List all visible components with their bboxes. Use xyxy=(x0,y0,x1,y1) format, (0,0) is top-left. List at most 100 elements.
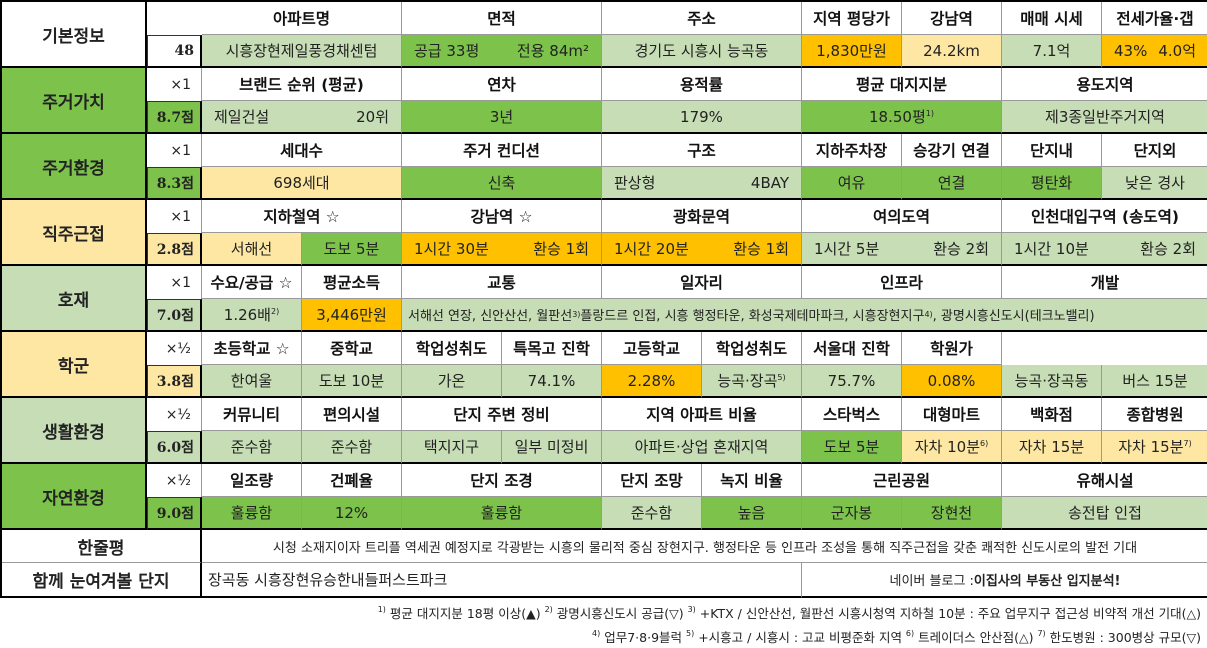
school-header-6: 서울대 진학 xyxy=(802,332,902,365)
outer: 낮은 경사 xyxy=(1102,167,1207,200)
elementary: 한여울 xyxy=(202,365,302,398)
middle: 가온 xyxy=(402,365,502,398)
development-header-0: 수요/공급 ☆ xyxy=(202,266,302,299)
score-residential_value: 8.7점 xyxy=(147,101,202,134)
development-part-1: 3) xyxy=(572,310,581,319)
footnote-line-1: 1) 평균 대지지분 18평 이상(▲) 2) 광명시흥신도시 공급(▽) 3)… xyxy=(377,605,1201,621)
hospital-part-0: 자차 15분7) xyxy=(1118,436,1191,457)
gangnam-commute-text-0-0: 1시간 30분 xyxy=(414,240,489,258)
subway-line: 서해선 xyxy=(202,233,302,266)
apt-name: 시흥장현제일풍경채센텀 xyxy=(202,35,402,68)
residential_env-header-0: 세대수 xyxy=(202,134,402,167)
jeonse-gap-part-1: 4.0억 xyxy=(1158,40,1196,61)
gwanghwamun-commute-part-1: 환승 1회 xyxy=(733,238,789,259)
special-hs: 2.28% xyxy=(602,365,702,398)
living-header-5: 대형마트 xyxy=(902,398,1002,431)
development-header-1: 평균소득 xyxy=(302,266,402,299)
brand-part-1: 20위 xyxy=(356,106,389,127)
school-header-4: 고등학교 xyxy=(602,332,702,365)
yeouido-commute-part-1: 환승 2회 xyxy=(933,238,989,259)
address: 경기도 시흥시 능곡동 xyxy=(602,35,802,68)
score-residential_env: 8.3점 xyxy=(147,167,202,200)
development-header-4: 인프라 xyxy=(802,266,1002,299)
area: 공급 33평 전용 84m² xyxy=(402,35,602,68)
view: 준수함 xyxy=(602,497,702,530)
summary-label: 한줄평 xyxy=(2,530,202,563)
structure-text-0-0: 판상형 xyxy=(614,174,656,192)
nature-header-0: 일조량 xyxy=(202,464,302,497)
supply-demand-text-0-1: 2) xyxy=(270,307,280,316)
commute-header-3: 여의도역 xyxy=(802,200,1002,233)
commute-header-2: 광화문역 xyxy=(602,200,802,233)
gangnam-commute-text-1-0: 환승 1회 xyxy=(533,240,589,258)
basic-header-3: 지역 평당가 xyxy=(802,2,902,35)
structure-part-0: 판상형 xyxy=(614,172,655,193)
area1: 택지지구 xyxy=(402,431,502,464)
yeouido-commute-text-1-0: 환승 2회 xyxy=(933,240,989,258)
category-residential_value: 주거가치 xyxy=(2,68,147,134)
starbucks: 도보 5분 xyxy=(802,431,902,464)
hazard: 송전탑 인접 xyxy=(1002,497,1207,530)
area-part-1: 전용 84m² xyxy=(517,40,589,61)
land-share-part-0: 18.50평1) xyxy=(869,106,934,127)
residential_env-header-4: 승강기 연결 xyxy=(902,134,1002,167)
living-header-1: 편의시설 xyxy=(302,398,402,431)
area2: 일부 미정비 xyxy=(502,431,602,464)
price-per-pyeong: 1,830만원 xyxy=(802,35,902,68)
category-living: 생활환경 xyxy=(2,398,147,464)
residential_env-header-1: 주거 컨디션 xyxy=(402,134,602,167)
structure-part-1: 4BAY xyxy=(751,174,789,192)
gwanghwamun-commute-text-1-0: 환승 1회 xyxy=(733,240,789,258)
hospital: 자차 15분7) xyxy=(1102,431,1207,464)
blog: 네이버 블로그 : 이집사의 부동산 입지분석! xyxy=(802,563,1207,598)
avg-income: 3,446만원 xyxy=(302,299,402,332)
related-label: 함께 눈여겨볼 단지 xyxy=(2,563,202,598)
school-header-0: 초등학교 ☆ xyxy=(202,332,302,365)
apartment-analysis-table: 기본정보 48 아파트명 면적 주소 지역 평당가 강남역 매매 시세 전세가율·갭 시흥장현제일… xyxy=(0,0,1207,598)
hospital-text-0-0: 자차 15분 xyxy=(1118,438,1184,456)
blog-prefix: 네이버 블로그 : xyxy=(889,574,974,589)
weight-school: ×½ xyxy=(147,332,202,365)
commute-header-4: 인천대입구역 (송도역) xyxy=(1002,200,1207,233)
score-school: 3.8점 xyxy=(147,365,202,398)
condition: 신축 xyxy=(402,167,602,200)
jeonse-gap-part-0: 43% xyxy=(1114,42,1147,60)
living-header-6: 백화점 xyxy=(1002,398,1102,431)
land-share-text-0-1: 1) xyxy=(925,109,934,118)
school-header-1: 중학교 xyxy=(302,332,402,365)
basic-header-5: 매매 시세 xyxy=(1002,2,1102,35)
score-development: 7.0점 xyxy=(147,299,202,332)
supply-demand-part-0: 1.26배2) xyxy=(224,304,279,325)
commute-header-0: 지하철역 ☆ xyxy=(202,200,402,233)
development-part-2: 플랑드르 인접, 시흥 행정타운, 화성국제테마파크, 시흥장현지구 xyxy=(580,309,925,324)
basic-header-1: 면적 xyxy=(402,2,602,35)
related-text: 장곡동 시흥장현유승한내들퍼스트파크 xyxy=(202,563,802,598)
incheon-commute-part-0: 1시간 10분 xyxy=(1014,238,1089,259)
weight-development: ×1 xyxy=(147,266,202,299)
gwanghwamun-commute-text-0-0: 1시간 20분 xyxy=(614,240,689,258)
residential_env-header-2: 구조 xyxy=(602,134,802,167)
structure: 판상형 4BAY xyxy=(602,167,802,200)
mart-part-0: 자차 10분6) xyxy=(915,436,988,457)
weight-living: ×½ xyxy=(147,398,202,431)
yeouido-commute-text-0-0: 1시간 5분 xyxy=(814,240,880,258)
residential_value-header-3: 평균 대지지분 xyxy=(802,68,1002,101)
weight-nature: ×½ xyxy=(147,464,202,497)
school-header-2: 학업성취도 xyxy=(402,332,502,365)
bcr: 12% xyxy=(302,497,402,530)
living-header-7: 종합병원 xyxy=(1102,398,1207,431)
academy-bus: 버스 15분 xyxy=(1102,365,1207,398)
nature-header-5: 근린공원 xyxy=(802,464,1002,497)
nature-header-3: 단지 조망 xyxy=(602,464,702,497)
gangnam-distance: 24.2km xyxy=(902,35,1002,68)
score-living: 6.0점 xyxy=(147,431,202,464)
summary-text: 시청 소재지이자 트리플 역세권 예정지로 각광받는 시흥의 물리적 중심 장현… xyxy=(202,530,1207,563)
development-header-2: 교통 xyxy=(402,266,602,299)
academy: 능곡·장곡동 xyxy=(1002,365,1102,398)
basic-number: 48 xyxy=(147,35,202,68)
age: 3년 xyxy=(402,101,602,134)
park1: 군자봉 xyxy=(802,497,902,530)
gwanghwamun-commute-part-0: 1시간 20분 xyxy=(614,238,689,259)
living-header-3: 지역 아파트 비율 xyxy=(602,398,802,431)
incheon-commute-text-1-0: 환승 2회 xyxy=(1140,240,1196,258)
